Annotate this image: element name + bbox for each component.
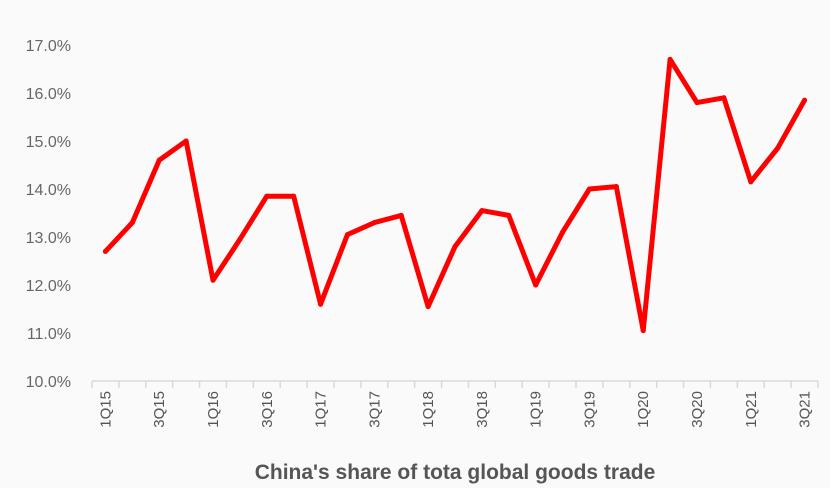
- data-point: [586, 186, 592, 192]
- y-tick-label: 15.0%: [26, 134, 71, 151]
- y-tick-label: 16.0%: [26, 86, 71, 103]
- data-point: [694, 100, 700, 106]
- data-point: [721, 95, 727, 101]
- x-tick-label: 1Q15: [97, 391, 114, 428]
- data-point: [775, 145, 781, 151]
- series-layer: [102, 56, 808, 334]
- data-point: [344, 232, 350, 238]
- x-tick-label: 1Q18: [420, 391, 437, 428]
- data-point: [237, 236, 243, 242]
- x-tick-label: 3Q20: [689, 391, 706, 428]
- data-point: [452, 244, 458, 250]
- data-point: [129, 220, 135, 226]
- data-point: [748, 179, 754, 185]
- data-point: [479, 208, 485, 214]
- data-point: [506, 212, 512, 218]
- data-point: [425, 304, 431, 310]
- data-point: [291, 193, 297, 199]
- data-point: [667, 56, 673, 62]
- y-axis: 10.0% 11.0% 12.0% 13.0% 14.0% 15.0% 16.0% 17.0%: [26, 38, 71, 391]
- data-point: [102, 248, 108, 254]
- y-tick-label: 12.0%: [26, 278, 71, 295]
- x-axis-label: China's share of tota global goods trade: [255, 461, 656, 484]
- x-tick-label: 3Q18: [474, 391, 491, 428]
- x-tick-label: 3Q21: [797, 391, 814, 428]
- data-point: [156, 157, 162, 163]
- x-tick-label: 1Q16: [205, 391, 222, 428]
- series-line: [102, 56, 808, 334]
- x-axis: 1Q15 3Q15 1Q16 3Q16 1Q17 3Q17 1Q18 3Q18 1Q19 3Q19…: [91, 380, 819, 428]
- data-point: [802, 97, 808, 103]
- point-layer: [102, 56, 808, 334]
- data-point: [318, 301, 324, 307]
- x-tick-label: 3Q15: [151, 391, 168, 428]
- data-point: [613, 184, 619, 190]
- data-point: [371, 220, 377, 226]
- x-tick-label: 1Q21: [743, 391, 760, 428]
- y-tick-label: 14.0%: [26, 182, 71, 199]
- data-point: [264, 193, 270, 199]
- data-point: [640, 328, 646, 334]
- y-tick-label: 13.0%: [26, 230, 71, 247]
- data-point: [210, 277, 216, 283]
- x-tick-label: 3Q17: [366, 391, 383, 428]
- y-tick-label: 10.0%: [26, 374, 71, 391]
- x-tick-label: 1Q20: [635, 391, 652, 428]
- data-point: [183, 138, 189, 144]
- x-tick-label: 1Q19: [528, 391, 545, 428]
- y-tick-label: 11.0%: [27, 326, 71, 343]
- y-tick-label: 17.0%: [26, 38, 71, 55]
- data-point: [398, 212, 404, 218]
- x-tick-label: 3Q19: [581, 391, 598, 428]
- x-tick-label: 3Q16: [259, 391, 276, 428]
- data-point: [533, 282, 539, 288]
- x-tick-label: 1Q17: [313, 391, 330, 428]
- data-point: [560, 229, 566, 235]
